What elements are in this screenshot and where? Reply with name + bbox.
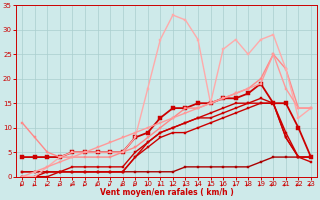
- X-axis label: Vent moyen/en rafales ( km/h ): Vent moyen/en rafales ( km/h ): [100, 188, 234, 197]
